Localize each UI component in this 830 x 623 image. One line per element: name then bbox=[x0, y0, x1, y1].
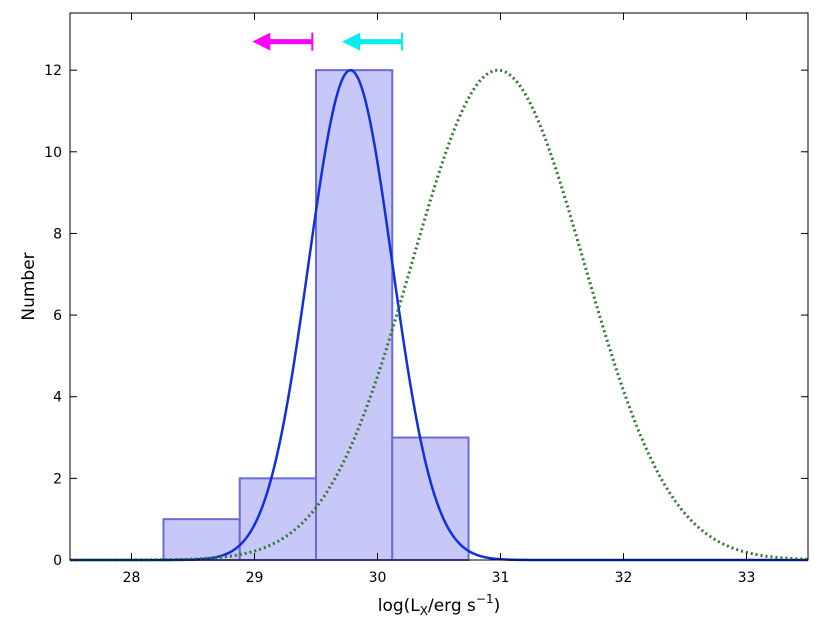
y-tick-label: 12 bbox=[44, 63, 62, 79]
y-tick-label: 0 bbox=[53, 553, 62, 569]
y-axis-title: Number bbox=[19, 252, 39, 320]
y-tick-label: 8 bbox=[53, 226, 62, 242]
y-tick-label: 2 bbox=[53, 471, 62, 487]
histogram-bar-2 bbox=[315, 69, 394, 561]
upper-limit-arrowhead bbox=[252, 32, 271, 51]
x-axis-title-subscript: X bbox=[420, 604, 428, 618]
ticks bbox=[70, 13, 808, 561]
x-tick-label: 33 bbox=[738, 570, 756, 586]
x-axis-title-main: log(L bbox=[378, 596, 421, 616]
x-tick-label: 31 bbox=[492, 570, 510, 586]
x-axis-title-middle: /erg s bbox=[428, 596, 476, 616]
y-tick-label: 6 bbox=[53, 308, 62, 324]
upper-limit-arrows bbox=[252, 32, 404, 51]
x-axis-title-end: ) bbox=[494, 596, 501, 616]
histogram-bar-1 bbox=[238, 477, 318, 562]
upper-limit-arrowhead bbox=[342, 32, 361, 51]
y-tick-label: 4 bbox=[53, 390, 62, 406]
upper-limit-arrow-0 bbox=[252, 32, 314, 51]
histogram-bar-0 bbox=[162, 518, 241, 561]
x-tick-label: 32 bbox=[615, 570, 633, 586]
y-tick-label: 10 bbox=[44, 145, 62, 161]
histogram-bars bbox=[162, 69, 470, 562]
dotted-gaussian-curve bbox=[70, 68, 809, 562]
x-axis-title-superscript: −1 bbox=[476, 592, 494, 606]
x-tick-label: 29 bbox=[246, 570, 264, 586]
x-tick-label: 28 bbox=[123, 570, 141, 586]
x-axis-title: log(LX/erg s−1) bbox=[378, 592, 501, 618]
upper-limit-arrow-1 bbox=[342, 32, 404, 51]
plot-frame bbox=[69, 12, 809, 561]
tick-labels: 28 29 30 31 32 33 0 2 4 6 8 10 12 bbox=[44, 63, 755, 586]
x-tick-label: 30 bbox=[369, 570, 387, 586]
